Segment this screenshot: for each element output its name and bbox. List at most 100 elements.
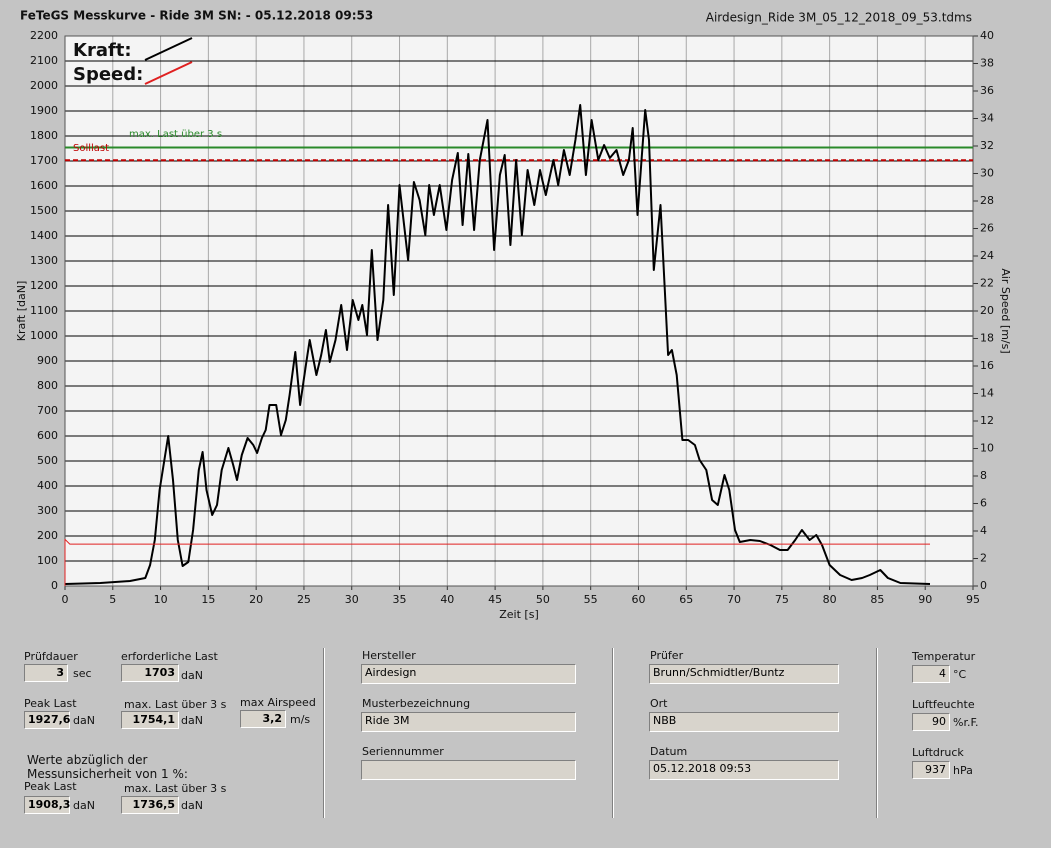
field-value: Ride 3M (361, 712, 576, 732)
y2-tick-label: 32 (980, 139, 994, 152)
y-tick-label: 2200 (30, 29, 58, 42)
field-label: Peak Last (24, 780, 77, 793)
y2-tick-label: 36 (980, 84, 994, 97)
field-label: erforderliche Last (121, 650, 218, 663)
x-tick-label: 10 (154, 593, 168, 606)
field-unit: daN (73, 714, 95, 727)
legend-label: Kraft: (73, 40, 132, 61)
field-value: 3,2 (240, 710, 286, 728)
y-tick-label: 200 (37, 529, 58, 542)
field-unit: °C (953, 668, 967, 681)
y-tick-label: 1900 (30, 104, 58, 117)
note: Werte abzüglich der (27, 753, 148, 767)
y2-tick-label: 8 (980, 469, 987, 482)
x-tick-label: 70 (727, 593, 741, 606)
y2-tick-label: 22 (980, 277, 994, 290)
y-tick-label: 1500 (30, 204, 58, 217)
y2-tick-label: 28 (980, 194, 994, 207)
x-tick-label: 5 (109, 593, 116, 606)
field-value: 1927,6 (24, 711, 70, 729)
plot-frame (64, 35, 974, 587)
x-tick-label: 60 (631, 593, 645, 606)
field-unit: daN (73, 799, 95, 812)
field-label: Datum (650, 745, 688, 758)
y2-tick-label: 10 (980, 442, 994, 455)
x-tick-label: 90 (918, 593, 932, 606)
y-tick-label: 1800 (30, 129, 58, 142)
x-tick-label: 80 (823, 593, 837, 606)
field-label: Ort (650, 697, 668, 710)
y2-tick-label: 26 (980, 222, 994, 235)
separator (876, 648, 878, 818)
field-unit: daN (181, 669, 203, 682)
y-tick-label: 1400 (30, 229, 58, 242)
field-label: Seriennummer (362, 745, 444, 758)
file-name: Airdesign_Ride 3M_05_12_2018_09_53.tdms (706, 11, 972, 25)
y-tick-label: 500 (37, 454, 58, 467)
y-tick-label: 2000 (30, 79, 58, 92)
x-tick-label: 50 (536, 593, 550, 606)
y2-tick-label: 24 (980, 249, 994, 262)
y2-tick-label: 0 (980, 579, 987, 592)
chart: FeTeGS Messkurve - Ride 3M SN: - 05.12.2… (15, 9, 1012, 622)
x-tick-label: 40 (440, 593, 454, 606)
note: Messunsicherheit von 1 %: (27, 767, 188, 781)
field-value: 05.12.2018 09:53 (649, 760, 839, 780)
y2-axis-label: Air Speed [m/s] (999, 268, 1012, 353)
y-tick-label: 300 (37, 504, 58, 517)
y-tick-label: 600 (37, 429, 58, 442)
field-value: 1754,1 (121, 711, 179, 729)
y2-tick-label: 2 (980, 552, 987, 565)
field-value: Airdesign (361, 664, 576, 684)
field-value: 3 (24, 664, 68, 682)
y-tick-label: 0 (51, 579, 58, 592)
x-tick-label: 65 (679, 593, 693, 606)
y-tick-label: 100 (37, 554, 58, 567)
field-label: max. Last über 3 s (124, 782, 227, 795)
y2-tick-label: 16 (980, 359, 994, 372)
field-label: Prüfer (650, 649, 684, 662)
field-value: 1908,3 (24, 796, 70, 814)
reference-label: max. Last über 3 s (129, 129, 222, 140)
y2-tick-label: 38 (980, 57, 994, 70)
field-value: 1736,5 (121, 796, 179, 814)
y2-tick-label: 6 (980, 497, 987, 510)
x-tick-label: 30 (345, 593, 359, 606)
field-unit: daN (181, 714, 203, 727)
field-unit: %r.F. (953, 716, 979, 729)
y2-tick-label: 40 (980, 29, 994, 42)
y-tick-label: 900 (37, 354, 58, 367)
separator (323, 648, 325, 818)
y-tick-label: 2100 (30, 54, 58, 67)
y-axis-label: Kraft [daN] (15, 281, 28, 342)
y-tick-label: 1300 (30, 254, 58, 267)
y-tick-label: 1100 (30, 304, 58, 317)
y-tick-label: 1700 (30, 154, 58, 167)
field-label: Luftfeuchte (912, 698, 975, 711)
series-line (64, 538, 930, 586)
field-value: Brunn/Schmidtler/Buntz (649, 664, 839, 684)
x-tick-label: 0 (62, 593, 69, 606)
x-tick-label: 85 (870, 593, 884, 606)
y2-tick-label: 34 (980, 112, 994, 125)
separator (612, 648, 614, 818)
field-unit: hPa (953, 764, 973, 777)
field-unit: m/s (290, 713, 311, 726)
field-label: Hersteller (362, 649, 416, 662)
reference-label: Solllast (73, 143, 109, 154)
field-value: 1703 (121, 664, 179, 682)
x-tick-label: 15 (201, 593, 215, 606)
y-tick-label: 800 (37, 379, 58, 392)
y-tick-label: 1600 (30, 179, 58, 192)
field-unit: sec (73, 667, 92, 680)
y2-tick-label: 30 (980, 167, 994, 180)
y2-tick-label: 20 (980, 304, 994, 317)
field-unit: daN (181, 799, 203, 812)
y2-tick-label: 14 (980, 387, 994, 400)
legend-swatch (144, 37, 193, 61)
y2-tick-label: 4 (980, 524, 987, 537)
field-value (361, 760, 576, 780)
x-tick-label: 20 (249, 593, 263, 606)
chart-title: FeTeGS Messkurve - Ride 3M SN: - 05.12.2… (20, 9, 373, 23)
